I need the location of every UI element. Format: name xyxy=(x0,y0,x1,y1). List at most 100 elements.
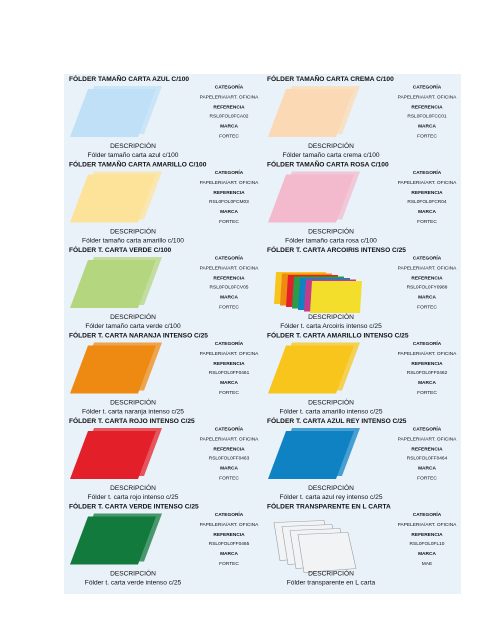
description-label: DESCRIPCIÓN xyxy=(308,226,354,235)
brand: FORTEC xyxy=(417,475,437,481)
reference-label: REFERENCIA xyxy=(213,532,245,538)
category-label: CATEGORÍA xyxy=(413,82,442,90)
description: Fólder t. carta Arcoiris intenso c/25 xyxy=(280,323,382,330)
description: Fólder t. carta naranja intenso c/25 xyxy=(82,408,184,415)
category-label: CATEGORÍA xyxy=(413,253,442,261)
reference-label: REFERENCIA xyxy=(411,275,443,281)
product-title: FÓLDER T. CARTA AMARILLO INTENSO C/25 xyxy=(267,330,409,339)
folder-image xyxy=(297,532,357,573)
product-title: FÓLDER T. CARTA ROJO INTENSO C/25 xyxy=(69,416,195,425)
description: Fólder transparente en L carta xyxy=(287,579,376,586)
product-title: FÓLDER TAMAÑO CARTA AZUL C/100 xyxy=(69,74,189,83)
brand: FORTEC xyxy=(417,219,437,225)
folder-image xyxy=(70,431,156,479)
folder-image xyxy=(70,260,156,308)
description-label: DESCRIPCIÓN xyxy=(110,141,156,150)
reference: RSL0FOL0FCR04 xyxy=(407,199,447,205)
reference-label: REFERENCIA xyxy=(213,190,245,196)
category: PAPELERIA/ART. OFICINA xyxy=(398,265,458,271)
description: Fólder tamaño carta amarillo c/100 xyxy=(82,237,184,244)
product-card: FÓLDER TAMAÑO CARTA ROSA C/100 CATEGORÍA P… xyxy=(267,159,457,244)
category-label: CATEGORÍA xyxy=(215,168,244,176)
product-card: FÓLDER TAMAÑO CARTA AMARILLO C/100 CATEGO… xyxy=(69,159,259,244)
brand: FORTEC xyxy=(417,133,437,139)
reference-label: REFERENCIA xyxy=(213,104,245,110)
category: PAPELERIA/ART. OFICINA xyxy=(398,180,458,186)
folder-image xyxy=(70,345,156,394)
brand-label: MARCA xyxy=(220,465,238,471)
reference-label: REFERENCIA xyxy=(213,361,245,367)
reference: RSL0FOL0FF0465 xyxy=(209,541,250,547)
category-label: CATEGORÍA xyxy=(413,168,442,176)
description: Fólder tamaño carta crema c/100 xyxy=(282,152,379,159)
description-label: DESCRIPCIÓN xyxy=(110,397,156,406)
brand-label: MARCA xyxy=(418,123,436,129)
description: Fólder t. carta amarillo intenso c/25 xyxy=(280,408,383,415)
description-label: DESCRIPCIÓN xyxy=(110,312,156,321)
reference: RSL0FOL0FF0462 xyxy=(407,370,448,376)
reference-label: REFERENCIA xyxy=(213,446,245,452)
brand-label: MARCA xyxy=(418,551,436,557)
reference: RSL0FOL0FCA02 xyxy=(210,113,249,119)
reference-label: REFERENCIA xyxy=(213,275,245,281)
brand-label: MARCA xyxy=(220,551,238,557)
reference: RSL0FOL0FCV05 xyxy=(210,284,249,290)
description-label: DESCRIPCIÓN xyxy=(308,568,354,577)
product-card: FÓLDER T. CARTA ARCOIRIS INTENSO C/25 CAT… xyxy=(267,245,457,330)
description-label: DESCRIPCIÓN xyxy=(308,312,354,321)
folder-image xyxy=(268,345,354,394)
category: PAPELERIA/ART. OFICINA xyxy=(398,436,458,442)
folder-image xyxy=(268,174,354,223)
reference-label: REFERENCIA xyxy=(411,446,443,452)
product-title: FÓLDER T. CARTA AZUL REY INTENSO C/25 xyxy=(267,416,407,425)
folder-image xyxy=(268,89,354,137)
reference: RSL0FOL0FCC01 xyxy=(407,113,447,119)
brand: FORTEC xyxy=(219,219,239,225)
product-title: FÓLDER T. CARTA VERDE INTENSO C/25 xyxy=(69,501,199,510)
folder-image xyxy=(310,281,362,313)
reference-label: REFERENCIA xyxy=(411,532,443,538)
description: Fólder t. carta rojo intenso c/25 xyxy=(88,494,179,501)
folder-image xyxy=(70,89,156,137)
description-label: DESCRIPCIÓN xyxy=(110,483,156,492)
reference: RSL0FOL0FCM03 xyxy=(209,199,249,205)
description-label: DESCRIPCIÓN xyxy=(308,141,354,150)
brand-label: MARCA xyxy=(418,209,436,215)
product-title: FÓLDER T. CARTA NARANJA INTENSO C/25 xyxy=(69,330,208,339)
category-label: CATEGORÍA xyxy=(413,424,442,432)
description: Fólder tamaño carta rosa c/100 xyxy=(285,237,377,244)
brand-label: MARCA xyxy=(220,380,238,386)
product-title: FÓLDER TAMAÑO CARTA ROSA C/100 xyxy=(267,159,389,168)
description: Fólder t. carta azul rey intenso c/25 xyxy=(280,494,383,501)
product-title: FÓLDER TAMAÑO CARTA CREMA C/100 xyxy=(267,74,394,83)
reference-label: REFERENCIA xyxy=(411,104,443,110)
brand-label: MARCA xyxy=(418,465,436,471)
product-card: FÓLDER T. CARTA VERDE INTENSO C/25 CATEGO… xyxy=(69,501,259,586)
folder-image xyxy=(268,431,354,479)
description-label: DESCRIPCIÓN xyxy=(308,397,354,406)
product-card: FÓLDER TAMAÑO CARTA AZUL C/100 CATEGORÍA P… xyxy=(69,74,259,159)
brand-label: MARCA xyxy=(220,123,238,129)
category-label: CATEGORÍA xyxy=(413,510,442,518)
category: PAPELERIA/ART. OFICINA xyxy=(398,94,458,100)
brand: FORTEC xyxy=(417,390,437,396)
product-card: FÓLDER T. CARTA ROJO INTENSO C/25 CATEGOR… xyxy=(69,416,259,501)
category-label: CATEGORÍA xyxy=(215,253,244,261)
brand: FORTEC xyxy=(219,561,239,567)
brand: FORTEC xyxy=(219,475,239,481)
reference: RSL0FOL0FY0988 xyxy=(407,284,448,290)
product-card: FÓLDER T. CARTA VERDE C/100 CATEGORÍA PAPE… xyxy=(69,245,259,330)
reference: RSL0FOL0FL10 xyxy=(410,541,445,547)
reference: RSL0FOL0FF0463 xyxy=(209,455,250,461)
catalog-background xyxy=(64,74,461,594)
description-label: DESCRIPCIÓN xyxy=(110,568,156,577)
description-label: DESCRIPCIÓN xyxy=(110,226,156,235)
brand: MAE xyxy=(422,561,432,567)
category: PAPELERIA/ART. OFICINA xyxy=(398,351,458,357)
brand-label: MARCA xyxy=(418,294,436,300)
category-label: CATEGORÍA xyxy=(413,339,442,347)
brand-label: MARCA xyxy=(418,380,436,386)
brand-label: MARCA xyxy=(220,209,238,215)
product-card: FÓLDER T. CARTA NARANJA INTENSO C/25 CATE… xyxy=(69,330,259,415)
